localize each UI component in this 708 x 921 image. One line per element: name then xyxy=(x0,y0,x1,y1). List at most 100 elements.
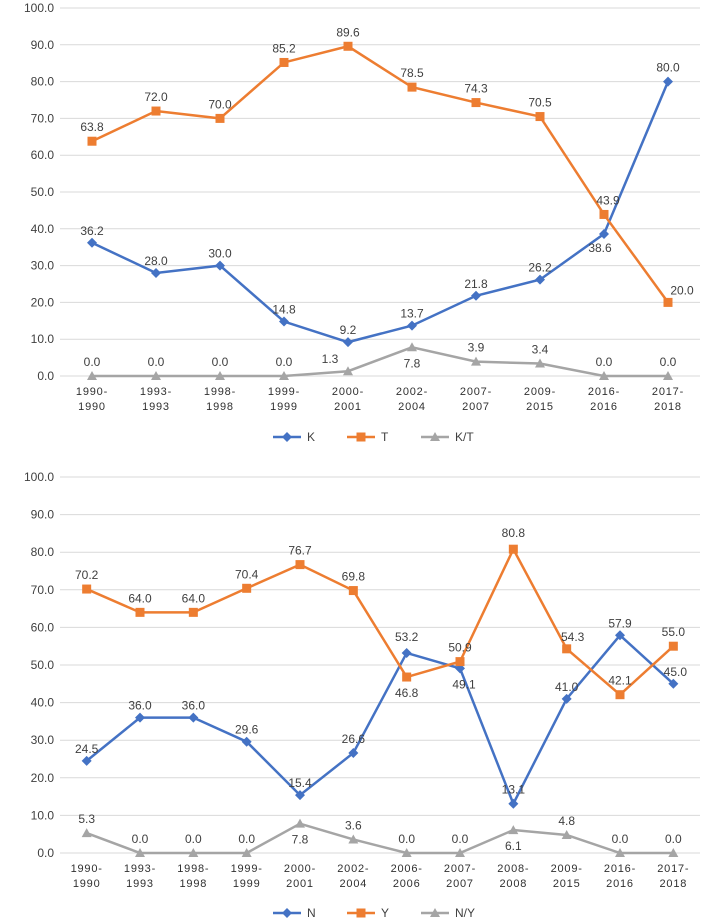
top-data-label: 85.2 xyxy=(272,41,296,55)
bottom-data-label: 15.4 xyxy=(288,776,312,790)
top-data-point xyxy=(215,113,225,123)
bottom-data-label: 53.2 xyxy=(395,630,419,644)
top-data-point xyxy=(87,237,97,248)
top-series-line xyxy=(91,44,670,304)
bottom-data-label: 7.8 xyxy=(292,833,309,847)
bottom-x-tick-label: 2002-2004 xyxy=(337,863,369,890)
bottom-data-point xyxy=(562,644,572,654)
bottom-data-point xyxy=(135,712,145,723)
bottom-data-point xyxy=(241,848,252,857)
bottom-data-label: 0.0 xyxy=(185,832,202,846)
bottom-data-point xyxy=(188,712,199,723)
bottom-data-label: 0.0 xyxy=(612,832,629,846)
top-y-tick-label: 40.0 xyxy=(31,222,55,236)
top-data-label: 43.9 xyxy=(596,193,620,207)
top-data-label: 72.0 xyxy=(144,90,168,104)
top-x-tick-label: 1993-1993 xyxy=(140,386,172,413)
bottom-data-label: 5.3 xyxy=(78,812,95,826)
bottom-data-label: 29.6 xyxy=(235,723,259,737)
top-x-tick-label: 2000-2001 xyxy=(332,386,364,413)
top-data-label: 28.0 xyxy=(144,254,168,268)
bottom-x-tick-label: 2009-2015 xyxy=(551,863,583,890)
legend-label: K/T xyxy=(455,430,474,444)
legend-marker xyxy=(356,432,366,442)
bottom-data-label: 49.1 xyxy=(452,677,476,691)
top-y-tick-label: 90.0 xyxy=(31,38,55,52)
bottom-data-point xyxy=(348,747,359,758)
top-data-point xyxy=(663,76,673,87)
top-data-label: 21.8 xyxy=(464,277,488,291)
bottom-series-line xyxy=(86,546,675,697)
bottom-data-point xyxy=(241,736,252,747)
bottom-data-point xyxy=(295,560,305,570)
bottom-data-point xyxy=(508,825,519,835)
chart-k-t: 0.0 10.0 20.0 30.0 40.0 50.0 60.0 70.0 80.0 90.0 1… xyxy=(0,0,708,450)
bottom-data-label: 42.1 xyxy=(608,674,632,688)
top-data-label: 3.9 xyxy=(468,341,485,355)
top-y-tick-label: 20.0 xyxy=(31,295,55,309)
bottom-data-point xyxy=(615,690,625,700)
bottom-x-tick-label: 1998-1998 xyxy=(177,863,209,890)
top-data-point xyxy=(279,316,289,327)
top-data-label: 80.0 xyxy=(656,61,680,75)
legend-marker xyxy=(430,908,440,917)
bottom-data-point xyxy=(668,678,679,689)
legend-marker xyxy=(356,908,366,918)
top-y-tick-label: 30.0 xyxy=(31,259,55,273)
bottom-data-label: 0.0 xyxy=(238,832,255,846)
bottom-series-y xyxy=(82,544,678,700)
top-x-tick-label: 1998-1998 xyxy=(204,386,236,413)
top-data-point xyxy=(535,358,545,368)
top-data-label: 20.0 xyxy=(670,283,694,297)
bottom-data-label: 24.5 xyxy=(75,742,99,756)
bottom-series-n xyxy=(81,630,679,809)
top-x-tick-label: 1999-1999 xyxy=(268,386,300,413)
bottom-data-point xyxy=(402,672,412,682)
bottom-data-point xyxy=(615,630,625,641)
top-data-point xyxy=(279,371,289,380)
bottom-data-point xyxy=(401,647,412,658)
bottom-data-point xyxy=(401,848,412,857)
bottom-data-point xyxy=(81,755,92,766)
bottom-data-point xyxy=(561,693,572,704)
top-x-tick-label: 2007-2007 xyxy=(460,386,492,413)
top-y-tick-label: 60.0 xyxy=(31,148,55,162)
bottom-data-point xyxy=(455,848,465,857)
bottom-data-point xyxy=(82,584,92,594)
top-series-k xyxy=(87,76,673,348)
top-y-tick-label: 80.0 xyxy=(31,75,55,89)
bottom-data-point xyxy=(561,829,572,839)
bottom-data-label: 64.0 xyxy=(182,591,206,605)
bottom-y-tick-label: 30.0 xyxy=(31,733,55,747)
bottom-series-line xyxy=(86,822,674,855)
top-data-label: 78.5 xyxy=(400,66,424,80)
bottom-data-label: 4.8 xyxy=(558,814,575,828)
bottom-y-tick-label: 90.0 xyxy=(31,508,55,522)
bottom-y-tick-label: 40.0 xyxy=(31,696,55,710)
top-data-point xyxy=(663,297,673,307)
legend-label: Y xyxy=(381,906,389,920)
top-data-label: 0.0 xyxy=(596,355,613,369)
bottom-y-tick-label: 50.0 xyxy=(31,658,55,672)
bottom-data-label: 64.0 xyxy=(128,591,152,605)
top-data-point xyxy=(215,371,225,380)
bottom-data-point xyxy=(135,607,145,617)
bottom-data-point xyxy=(242,583,252,593)
top-data-point xyxy=(535,274,545,285)
top-data-point xyxy=(87,136,97,146)
chart-n-y-svg: 0.0 10.0 20.0 30.0 40.0 50.0 60.0 70.0 80.0 90.0 1… xyxy=(24,470,700,920)
bottom-data-label: 50.9 xyxy=(448,641,472,655)
top-data-label: 74.3 xyxy=(464,82,488,96)
top-x-tick-label: 1990-1990 xyxy=(76,386,108,413)
bottom-data-label: 0.0 xyxy=(132,832,149,846)
top-data-point xyxy=(407,320,417,331)
bottom-data-point xyxy=(508,798,519,809)
bottom-data-point xyxy=(455,657,465,667)
top-data-label: 36.2 xyxy=(80,224,104,238)
top-series-line xyxy=(92,345,668,378)
legend-label: K xyxy=(307,430,315,444)
bottom-y-tick-label: 10.0 xyxy=(31,808,55,822)
top-series-line xyxy=(91,81,670,344)
bottom-y-tick-label: 0.0 xyxy=(37,846,54,860)
bottom-data-label: 54.3 xyxy=(561,630,585,644)
